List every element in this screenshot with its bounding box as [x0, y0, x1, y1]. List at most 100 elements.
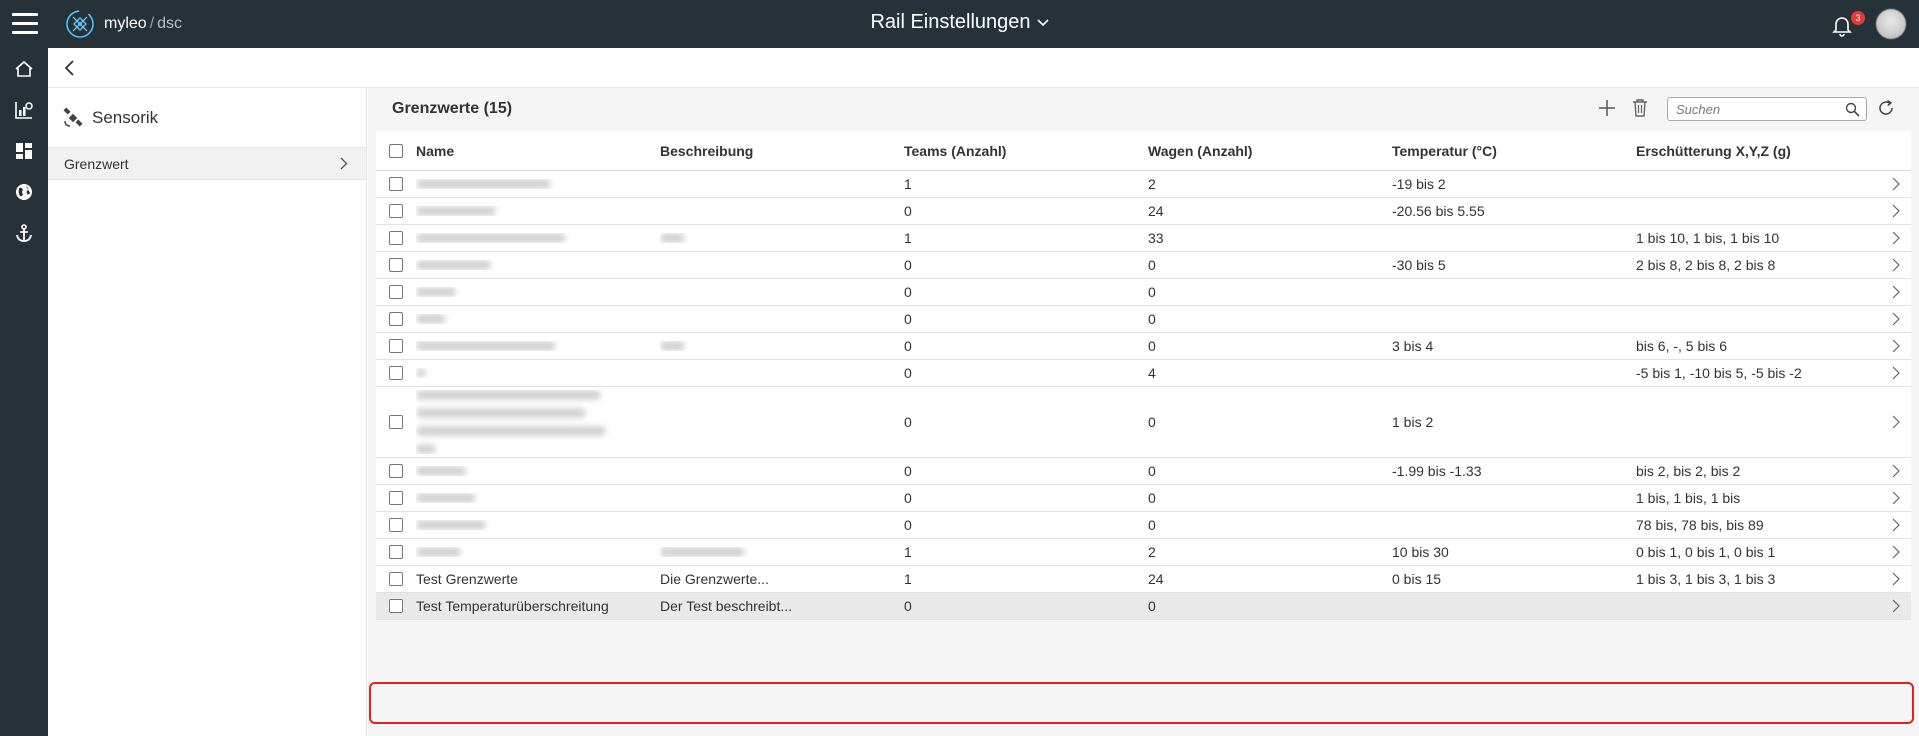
redacted-text — [416, 547, 461, 557]
chevron-right-icon — [1892, 491, 1900, 505]
cell-erschuetterung: 1 bis, 1 bis, 1 bis — [1636, 490, 1741, 506]
cell-wagen: 2 — [1148, 544, 1156, 560]
row-checkbox[interactable] — [389, 231, 403, 245]
checkbox-cell — [376, 415, 416, 429]
table-row[interactable]: 0 4 -5 bis 1, -10 bis 5, -5 bis -2 — [376, 360, 1911, 387]
row-open-button[interactable] — [1881, 518, 1911, 532]
table-row[interactable]: 0 0 1 bis, 1 bis, 1 bis — [376, 485, 1911, 512]
column-header-wagen[interactable]: Wagen (Anzahl) — [1148, 142, 1253, 159]
redacted-text — [660, 547, 745, 557]
row-checkbox[interactable] — [389, 599, 403, 613]
column-header-erschuetterung[interactable]: Erschütterung X,Y,Z (g) — [1636, 142, 1791, 159]
row-checkbox[interactable] — [389, 415, 403, 429]
refresh-icon[interactable] — [1877, 99, 1895, 117]
table-row[interactable]: 0 24 -20.56 bis 5.55 — [376, 198, 1911, 225]
row-open-button[interactable] — [1881, 415, 1911, 429]
table-row[interactable]: 0 0 -1.99 bis -1.33 bis 2, bis 2, bis 2 — [376, 458, 1911, 485]
column-header-teams[interactable]: Teams (Anzahl) — [904, 142, 1007, 159]
row-checkbox[interactable] — [389, 491, 403, 505]
row-checkbox[interactable] — [389, 258, 403, 272]
row-open-button[interactable] — [1881, 339, 1911, 353]
row-checkbox[interactable] — [389, 339, 403, 353]
anchor-icon — [16, 223, 32, 242]
avatar[interactable] — [1876, 9, 1906, 39]
sidebar-item-grenzwert[interactable]: Grenzwert — [48, 148, 366, 180]
row-open-button[interactable] — [1881, 464, 1911, 478]
redacted-text — [416, 287, 456, 297]
row-open-button[interactable] — [1881, 599, 1911, 613]
row-checkbox[interactable] — [389, 518, 403, 532]
table-row[interactable]: 0 0 -30 bis 5 2 bis 8, 2 bis 8, 2 bis 8 — [376, 252, 1911, 279]
app-logo[interactable]: myleo / dsc — [64, 8, 182, 40]
column-header-temperatur[interactable]: Temperatur (°C) — [1392, 142, 1497, 159]
column-header-beschreibung[interactable]: Beschreibung — [660, 142, 754, 159]
redacted-text — [416, 408, 586, 418]
row-open-button[interactable] — [1881, 258, 1911, 272]
row-checkbox[interactable] — [389, 545, 403, 559]
nav-home[interactable] — [0, 48, 48, 89]
row-open-button[interactable] — [1881, 231, 1911, 245]
checkbox-cell — [376, 204, 416, 218]
row-open-button[interactable] — [1881, 312, 1911, 326]
row-open-button[interactable] — [1881, 204, 1911, 218]
cell-teams: 0 — [904, 257, 912, 273]
table-row[interactable]: Test Temperaturüberschreitung Der Test be… — [376, 593, 1911, 620]
back-arrow-icon[interactable] — [60, 58, 80, 78]
row-open-button[interactable] — [1881, 177, 1911, 191]
cell-temperatur: 0 bis 15 — [1392, 571, 1442, 587]
column-header-name[interactable]: Name — [416, 142, 455, 159]
checkbox-cell — [376, 312, 416, 326]
cell-wagen: 0 — [1148, 311, 1156, 327]
chevron-right-icon — [1892, 572, 1900, 586]
checkbox-cell — [376, 491, 416, 505]
nav-map[interactable] — [0, 171, 48, 212]
row-open-button[interactable] — [1881, 491, 1911, 505]
checkbox-cell — [376, 339, 416, 353]
nav-ports[interactable] — [0, 212, 48, 253]
row-checkbox[interactable] — [389, 312, 403, 326]
menu-icon[interactable] — [12, 13, 38, 35]
cell-temperatur: -1.99 bis -1.33 — [1392, 463, 1482, 479]
row-checkbox[interactable] — [389, 177, 403, 191]
row-checkbox[interactable] — [389, 366, 403, 380]
row-checkbox[interactable] — [389, 572, 403, 586]
app-switcher[interactable]: Rail Einstellungen — [870, 11, 1049, 34]
chevron-right-icon — [1892, 415, 1900, 429]
chevron-down-icon — [1036, 18, 1049, 26]
row-checkbox[interactable] — [389, 204, 403, 218]
row-open-button[interactable] — [1881, 545, 1911, 559]
row-open-button[interactable] — [1881, 285, 1911, 299]
redacted-text — [416, 260, 491, 270]
table-row[interactable]: 1 2 10 bis 30 0 bis 1, 0 bis 1, 0 bis 1 — [376, 539, 1911, 566]
cell-teams: 1 — [904, 230, 912, 246]
table-row[interactable]: 1 2 -19 bis 2 — [376, 171, 1911, 198]
cell-erschuetterung: 0 bis 1, 0 bis 1, 0 bis 1 — [1636, 544, 1776, 560]
nav-dashboard[interactable] — [0, 130, 48, 171]
row-open-button[interactable] — [1881, 572, 1911, 586]
row-open-button[interactable] — [1881, 366, 1911, 380]
nav-analytics[interactable] — [0, 89, 48, 130]
search-input[interactable] — [1668, 98, 1838, 120]
redacted-text — [416, 368, 426, 378]
cell-temperatur: 1 bis 2 — [1392, 414, 1434, 430]
row-checkbox[interactable] — [389, 464, 403, 478]
cell-teams: 1 — [904, 544, 912, 560]
table-row[interactable]: Test Grenzwerte Die Grenzwerte... 1 24 0 bis… — [376, 566, 1911, 593]
chart-settings-icon — [15, 101, 33, 119]
table-row[interactable]: 1 33 1 bis 10, 1 bis, 1 bis 10 — [376, 225, 1911, 252]
bell-icon[interactable] — [1830, 13, 1854, 37]
table-row[interactable]: 0 0 3 bis 4 bis 6, -, 5 bis 6 — [376, 333, 1911, 360]
table-row[interactable]: 0 0 1 bis 2 — [376, 387, 1911, 458]
cell-name — [416, 520, 660, 530]
add-icon[interactable] — [1597, 98, 1617, 118]
trash-icon[interactable] — [1631, 98, 1649, 118]
cell-temperatur: 3 bis 4 — [1392, 338, 1434, 354]
select-all-checkbox[interactable] — [389, 143, 403, 158]
row-checkbox[interactable] — [389, 285, 403, 299]
table-row[interactable]: 0 0 78 bis, 78 bis, bis 89 — [376, 512, 1911, 539]
cell-teams: 1 — [904, 571, 912, 587]
redacted-text — [660, 341, 685, 351]
search-icon[interactable] — [1845, 102, 1860, 117]
